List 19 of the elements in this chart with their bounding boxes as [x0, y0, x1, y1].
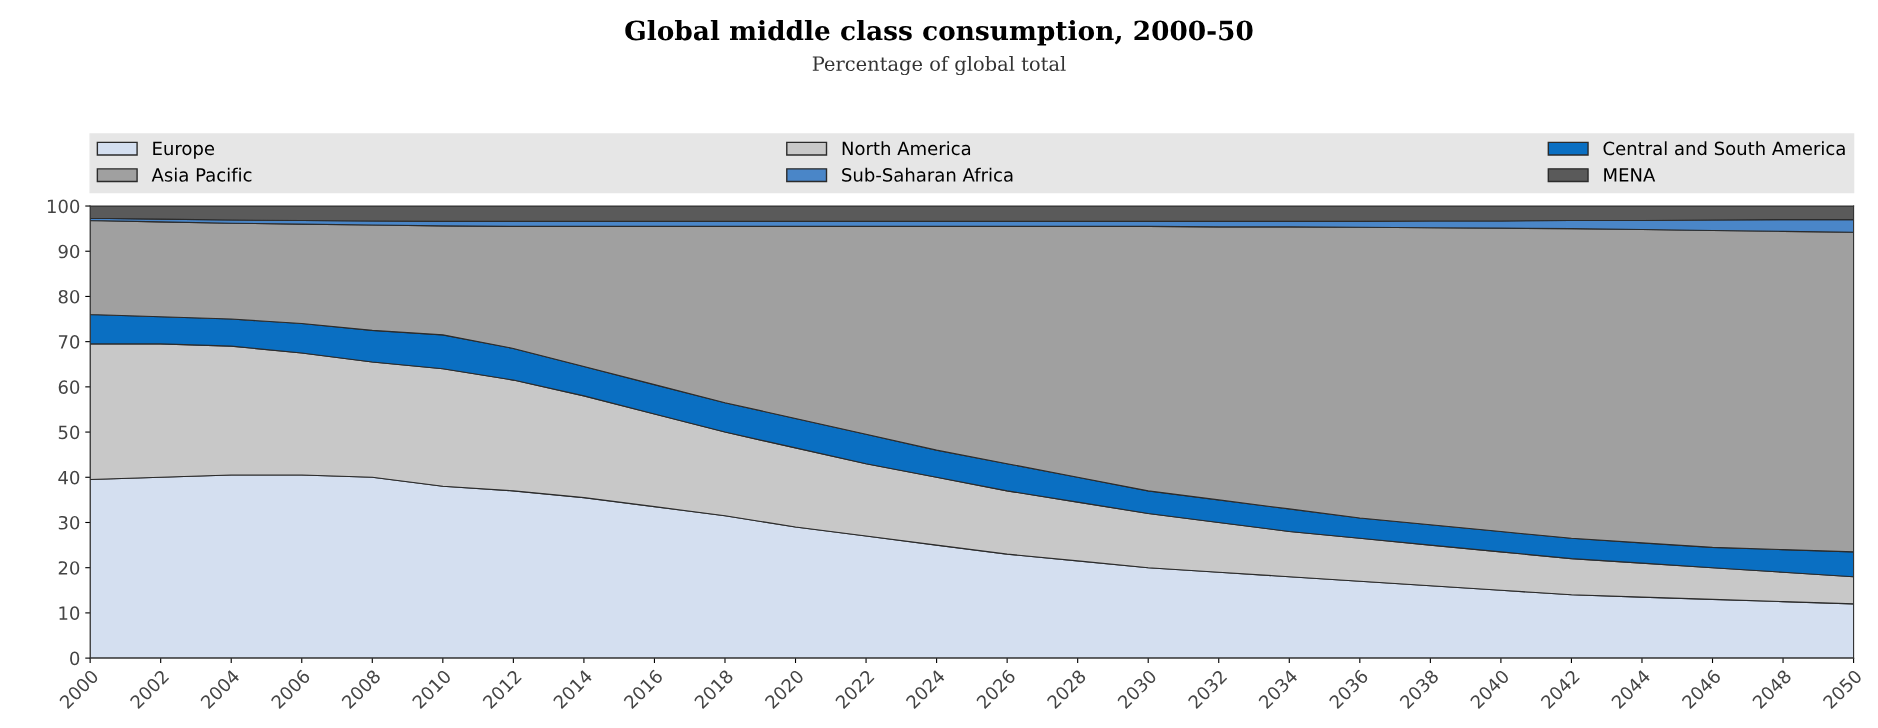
- legend-label: MENA: [1604, 168, 1656, 182]
- chart-subtitle: Percentage of global total: [812, 55, 1066, 76]
- y-tick-label: 20: [58, 561, 80, 575]
- y-tick-label: 10: [59, 606, 80, 621]
- y-tick-label: 50: [58, 425, 80, 440]
- y-tick-label: 80: [58, 289, 80, 304]
- legend-label: Sub-Saharan Africa: [842, 167, 1013, 182]
- legend-label: Central and South America: [1603, 141, 1845, 156]
- y-tick-label: 40: [58, 470, 80, 485]
- y-tick-label: 30: [58, 515, 80, 530]
- legend-label: Europe: [153, 141, 215, 159]
- y-tick-label: 0: [70, 651, 80, 666]
- chart-title: Global middle class consumption, 2000-50: [625, 19, 1253, 46]
- legend-label: Asia Pacific: [151, 167, 252, 182]
- y-tick-label: 100: [47, 199, 80, 214]
- y-tick-label: 70: [58, 335, 80, 349]
- legend-label: North America: [842, 141, 971, 156]
- y-tick-label: 90: [58, 244, 80, 259]
- y-tick-label: 60: [58, 380, 80, 394]
